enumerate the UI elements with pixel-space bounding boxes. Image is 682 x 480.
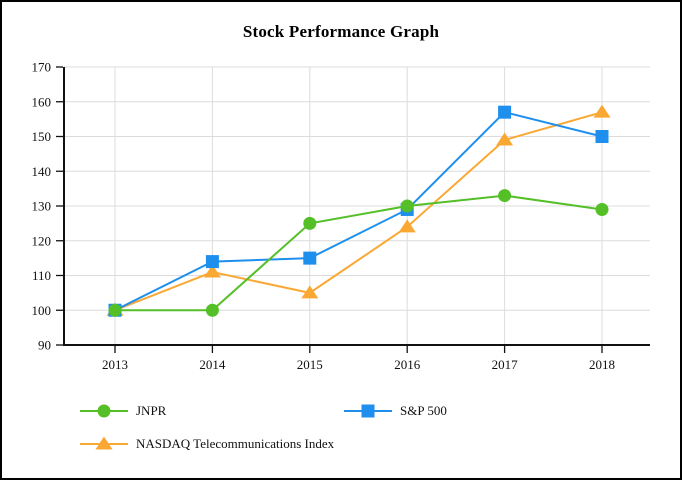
legend-square-marker <box>361 404 375 418</box>
series-1-point <box>303 251 317 265</box>
chart-title: Stock Performance Graph <box>242 22 440 41</box>
y-tick-label: 150 <box>32 129 52 144</box>
series-1-line <box>114 111 603 312</box>
y-tick-label: 90 <box>38 338 51 353</box>
sp500-line-marker-icon <box>344 404 392 418</box>
series-0-point <box>595 202 609 216</box>
x-tick-label: 2016 <box>394 357 421 372</box>
series-1-point <box>498 105 512 119</box>
series-2-point <box>496 132 514 146</box>
series-2-point <box>203 264 221 278</box>
legend-item-sp500: S&P 500 <box>344 401 447 421</box>
series-2-point <box>301 285 319 299</box>
series-1-point <box>205 255 219 269</box>
jnpr-line-marker-icon <box>80 404 128 418</box>
series-0-point <box>400 199 414 213</box>
y-tick-label: 100 <box>32 303 52 318</box>
legend-triangle-marker <box>95 436 113 450</box>
series-0-point <box>498 189 512 203</box>
y-tick-label: 120 <box>32 233 52 248</box>
series-0-point <box>303 216 317 230</box>
x-tick-label: 2017 <box>492 357 519 372</box>
x-tick-label: 2018 <box>589 357 615 372</box>
series-2-line <box>114 111 603 312</box>
legend-item-nasdaq-telecom: NASDAQ Telecommunications Index <box>80 434 334 454</box>
legend-label-nasdaq-telecom: NASDAQ Telecommunications Index <box>136 436 335 451</box>
x-tick-label: 2014 <box>199 357 226 372</box>
legend-circle-marker <box>97 404 111 418</box>
legend-item-jnpr: JNPR <box>80 401 166 421</box>
series-1-point <box>595 130 609 143</box>
series-0-point <box>205 303 219 317</box>
y-tick-label: 170 <box>32 60 52 75</box>
series-0-point <box>108 303 122 317</box>
x-tick-label: 2015 <box>297 357 323 372</box>
legend-label-jnpr: JNPR <box>136 403 167 418</box>
series-2-point <box>593 104 611 118</box>
nasdaq-telecom-line-marker-icon <box>80 436 128 450</box>
y-tick-label: 130 <box>32 199 52 214</box>
series-2-point <box>398 219 416 233</box>
y-tick-label: 160 <box>32 94 52 109</box>
legend-label-sp500: S&P 500 <box>400 403 447 418</box>
x-tick-label: 2013 <box>102 357 128 372</box>
y-tick-label: 110 <box>32 268 51 283</box>
y-tick-label: 140 <box>32 164 52 179</box>
series-0-line <box>115 194 603 312</box>
